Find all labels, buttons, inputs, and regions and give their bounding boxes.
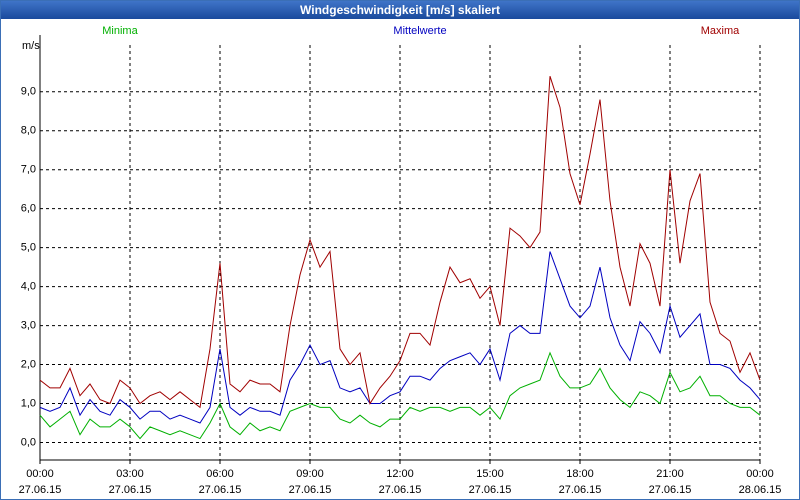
x-tick-date: 27.06.15 [109,484,152,496]
x-tick-label: 00:00 [26,468,54,480]
y-tick-label: 0,0 [21,436,36,448]
y-tick-label: 6,0 [21,203,36,215]
legend-label: Maxima [701,25,740,37]
x-tick-date: 27.06.15 [379,484,422,496]
chart: m/s 0,0 1,0 2,0 3,0 4,0 5,0 6,0 7,0 8,0 9,0 00:00 2… [19,25,782,496]
y-tick-label: 8,0 [21,125,36,137]
x-tick-date: 27.06.15 [469,484,512,496]
x-tick-date: 27.06.15 [559,484,602,496]
x-tick-label: 12:00 [386,468,414,480]
x-tick-date: 28.06.15 [739,484,782,496]
y-tick-label: 1,0 [21,397,36,409]
x-tick-label: 09:00 [296,468,324,480]
legend-label: Minima [102,25,138,37]
x-tick-label: 15:00 [476,468,504,480]
x-tick-date: 27.06.15 [649,484,692,496]
y-tick-label: 2,0 [21,358,36,370]
series-line [39,351,761,440]
x-tick-date: 27.06.15 [199,484,242,496]
x-tick-label: 18:00 [566,468,594,480]
series-line [39,251,761,424]
y-tick-label: 9,0 [21,86,36,98]
y-tick-label: 7,0 [21,164,36,176]
x-tick-label: 00:00 [746,468,774,480]
x-tick-date: 27.06.15 [19,484,62,496]
y-tick-label: 5,0 [21,242,36,254]
x-tick-label: 06:00 [206,468,234,480]
x-tick-label: 21:00 [656,468,684,480]
y-axis-label: m/s [22,40,40,52]
legend-label: Mittelwerte [393,25,446,37]
x-tick-label: 03:00 [116,468,144,480]
y-tick-label: 4,0 [21,281,36,293]
series-line [39,76,761,409]
y-tick-label: 3,0 [21,319,36,331]
title-bar: Windgeschwindigkeit [m/s] skaliert [1,1,799,19]
x-tick-date: 27.06.15 [289,484,332,496]
